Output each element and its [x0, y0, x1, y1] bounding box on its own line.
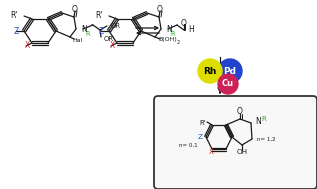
Text: N: N: [166, 25, 172, 33]
Text: Hal: Hal: [72, 37, 82, 43]
Text: O: O: [181, 19, 187, 28]
Text: H: H: [188, 26, 194, 35]
Circle shape: [218, 74, 238, 94]
Text: X: X: [209, 149, 214, 155]
Text: N: N: [255, 118, 261, 126]
Text: O: O: [72, 5, 78, 13]
Text: O: O: [157, 5, 163, 13]
Text: 2: 2: [177, 40, 180, 46]
Text: B(OH): B(OH): [158, 37, 177, 43]
Text: R: R: [261, 116, 266, 122]
Text: Z: Z: [198, 134, 203, 140]
Text: OR: OR: [111, 23, 121, 29]
Text: OR: OR: [104, 36, 114, 42]
Text: Rh: Rh: [203, 67, 217, 75]
Text: R: R: [170, 31, 174, 37]
Circle shape: [198, 59, 222, 83]
Text: OH: OH: [236, 149, 248, 155]
Text: Cu: Cu: [222, 80, 234, 88]
Text: O: O: [237, 108, 243, 116]
FancyBboxPatch shape: [154, 96, 317, 189]
Text: R': R': [95, 11, 103, 19]
Text: N: N: [81, 25, 87, 33]
Text: R: R: [85, 31, 89, 37]
Text: Z: Z: [14, 26, 19, 36]
Text: Z: Z: [99, 26, 104, 36]
Text: n= 0,1: n= 0,1: [179, 143, 198, 147]
Circle shape: [218, 59, 242, 83]
Text: Pd: Pd: [223, 67, 236, 75]
Text: n= 1,2: n= 1,2: [257, 136, 275, 142]
Text: R': R': [199, 120, 206, 126]
Text: R': R': [10, 11, 18, 19]
Text: X: X: [25, 40, 30, 50]
Text: X: X: [110, 40, 115, 50]
